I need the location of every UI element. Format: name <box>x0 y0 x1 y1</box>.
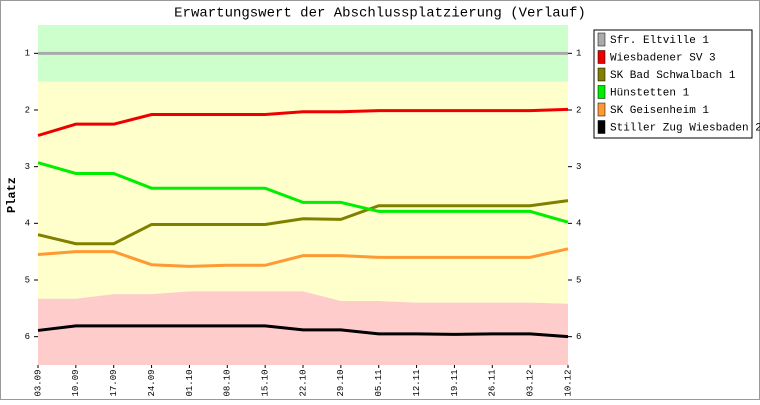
y-tick-label: 4 <box>25 219 30 229</box>
legend-label: Hünstetten 1 <box>610 87 690 99</box>
line <box>37 161 569 224</box>
x-tick-label: 12.11 <box>412 369 422 396</box>
x-tick-label: 15.10 <box>261 369 271 396</box>
x-tick-label: 17.09 <box>109 369 119 396</box>
zone <box>38 291 568 365</box>
legend-swatch <box>597 50 606 64</box>
y-tick-label: 3 <box>576 162 581 172</box>
x-tick-label: 19.11 <box>450 369 460 396</box>
legend-label: SK Bad Schwalbach 1 <box>610 70 736 82</box>
y-tick-label: 1 <box>25 49 30 59</box>
y-tick-label: 6 <box>25 332 30 342</box>
x-tick-label: 26.11 <box>488 369 498 396</box>
x-tick-label: 01.10 <box>185 369 195 396</box>
y-tick-label: 1 <box>576 49 581 59</box>
line <box>37 199 569 246</box>
x-tick-label: 22.10 <box>298 369 308 396</box>
legend-label: Wiesbadener SV 3 <box>610 52 716 64</box>
y-axis-label: Platz <box>5 177 19 213</box>
y-tick-label: 6 <box>576 332 581 342</box>
x-tick-label: 29.10 <box>336 369 346 396</box>
y-tick-label: 5 <box>25 275 30 285</box>
y-tick-label: 2 <box>576 105 581 115</box>
legend-box <box>593 29 753 139</box>
line <box>37 107 569 137</box>
x-tick-label: 10.12 <box>563 369 573 396</box>
legend-swatch <box>597 67 606 82</box>
line <box>37 324 569 339</box>
legend-label: SK Geisenheim 1 <box>610 105 709 117</box>
x-tick-label: 03.09 <box>33 369 43 396</box>
y-tick-label: 5 <box>576 275 581 285</box>
y-tick-label: 4 <box>576 219 581 229</box>
x-tick-label: 10.09 <box>71 369 81 396</box>
x-tick-label: 24.09 <box>147 369 157 396</box>
legend-swatch <box>597 85 606 99</box>
x-tick-label: 03.12 <box>526 369 536 396</box>
zone <box>38 81 568 304</box>
legend-label: Stiller Zug Wiesbaden 2 <box>610 122 760 134</box>
x-tick-label: 08.10 <box>223 369 233 396</box>
legend-label: Sfr. Eltville 1 <box>610 35 709 47</box>
legend-swatch <box>597 120 606 134</box>
legend-swatch <box>597 32 606 47</box>
y-tick-label: 3 <box>25 162 30 172</box>
line <box>37 247 569 268</box>
chart-title: Erwartungswert der Abschlussplatzierung … <box>174 6 586 22</box>
x-tick-label: 05.11 <box>374 369 384 396</box>
legend-swatch <box>597 102 606 117</box>
y-tick-label: 2 <box>25 105 30 115</box>
